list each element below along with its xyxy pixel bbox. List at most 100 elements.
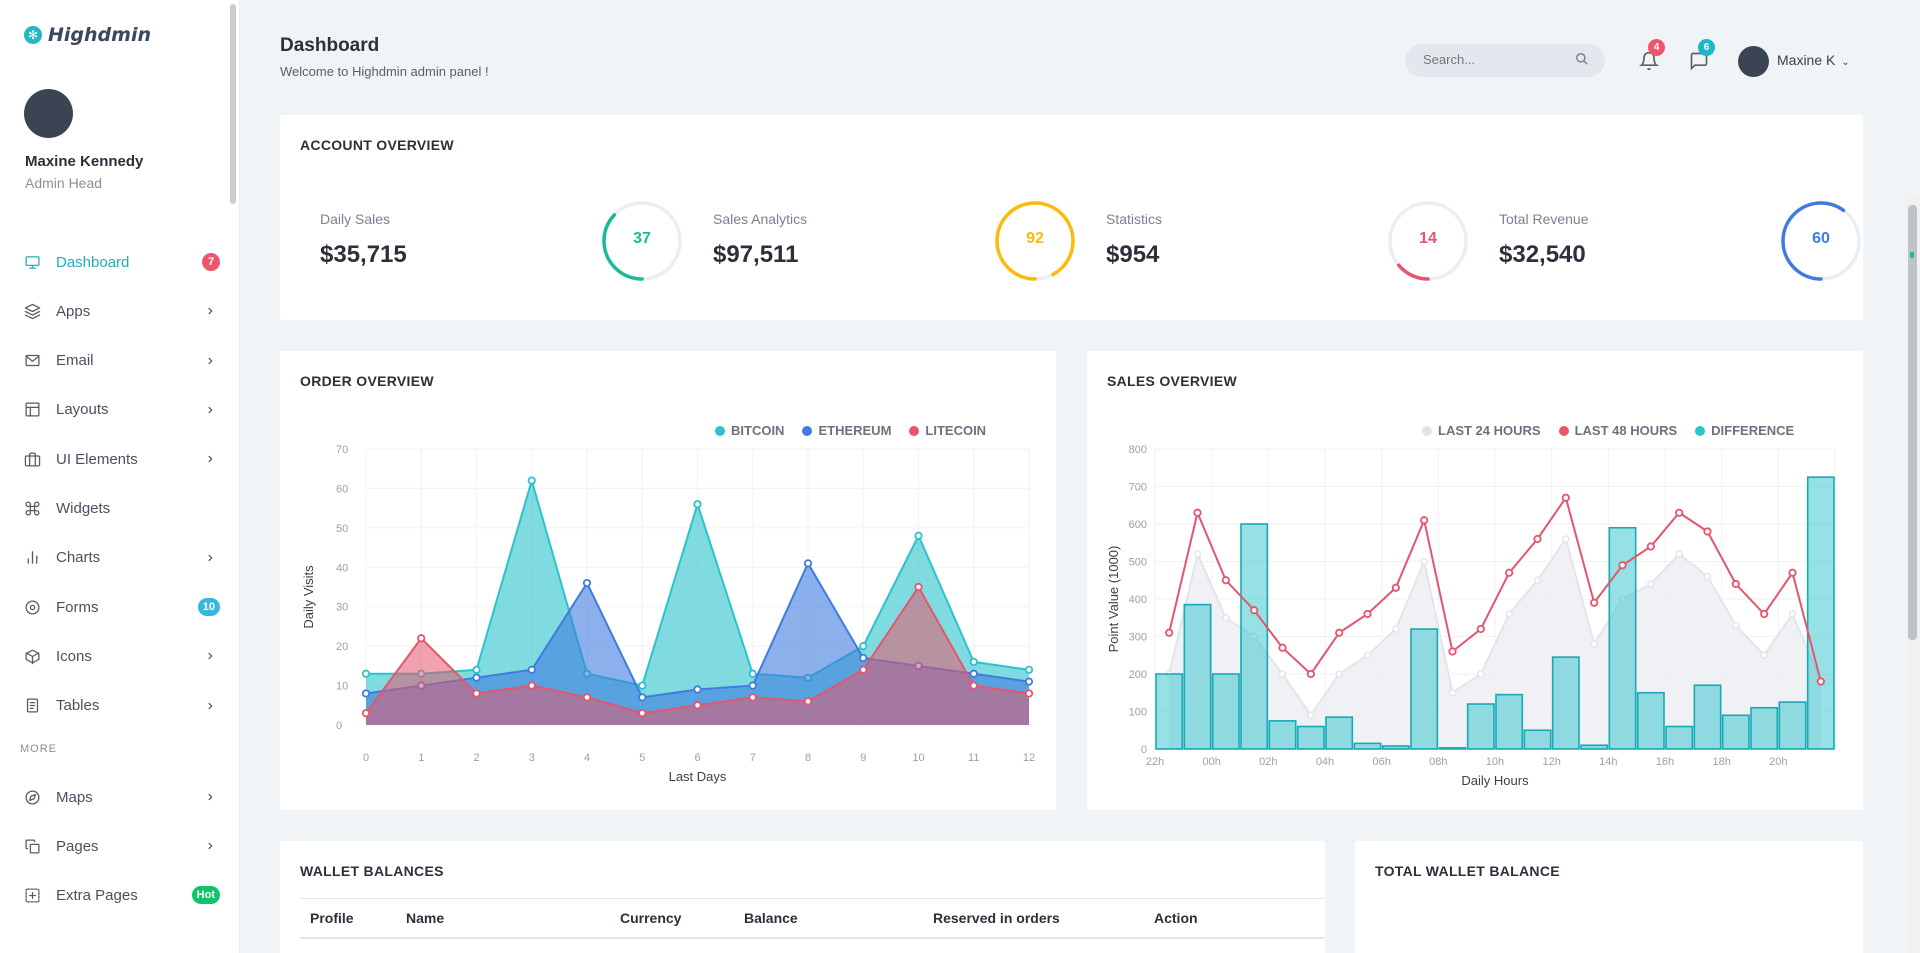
bar[interactable] <box>1636 691 1665 750</box>
data-point[interactable] <box>914 582 923 592</box>
data-point[interactable] <box>1703 527 1712 536</box>
data-point[interactable] <box>1477 670 1485 678</box>
data-point[interactable] <box>1788 610 1797 618</box>
data-point[interactable] <box>472 665 481 674</box>
data-point[interactable] <box>803 559 813 568</box>
data-point[interactable] <box>969 681 978 690</box>
legend-item-ethereum[interactable]: ETHEREUM <box>802 423 891 438</box>
bar[interactable] <box>1410 628 1439 750</box>
data-point[interactable] <box>527 681 536 690</box>
data-point[interactable] <box>1675 508 1684 517</box>
bar[interactable] <box>1665 725 1694 750</box>
data-point[interactable] <box>1562 535 1570 543</box>
data-point[interactable] <box>803 697 813 706</box>
data-point[interactable] <box>1024 665 1034 674</box>
data-point[interactable] <box>1505 610 1513 618</box>
data-point[interactable] <box>1788 568 1797 577</box>
bar[interactable] <box>1750 706 1779 750</box>
data-point[interactable] <box>638 709 647 718</box>
data-point[interactable] <box>1363 651 1372 659</box>
sidebar-user-name[interactable]: Maxine Kennedy <box>25 153 144 170</box>
bar[interactable] <box>1268 720 1297 750</box>
bar[interactable] <box>1211 673 1240 750</box>
data-point[interactable] <box>1618 561 1627 570</box>
data-point[interactable] <box>1278 643 1287 652</box>
bar[interactable] <box>1721 714 1750 750</box>
data-point[interactable] <box>1306 669 1315 679</box>
data-point[interactable] <box>859 665 868 674</box>
data-point[interactable] <box>1448 689 1457 697</box>
bar[interactable] <box>1778 701 1807 750</box>
bar[interactable] <box>1381 745 1410 750</box>
sidebar-scrollbar[interactable] <box>230 4 236 204</box>
sidebar-item-pages[interactable]: Pages <box>0 826 239 866</box>
data-point[interactable] <box>472 689 481 698</box>
data-point[interactable] <box>1193 550 1202 558</box>
sidebar-item-dashboard[interactable]: Dashboard 7 <box>0 242 239 282</box>
data-point[interactable] <box>1816 677 1825 686</box>
sidebar-item-layouts[interactable]: Layouts <box>0 390 239 430</box>
data-point[interactable] <box>1221 576 1230 585</box>
bar[interactable] <box>1495 693 1524 750</box>
data-point[interactable] <box>748 669 757 678</box>
bar[interactable] <box>1325 716 1354 750</box>
data-point[interactable] <box>1391 583 1400 592</box>
data-point[interactable] <box>748 693 757 702</box>
data-point[interactable] <box>361 669 371 678</box>
app-logo[interactable]: ✻ Highdmin <box>24 24 151 46</box>
header-user-menu[interactable]: Maxine K ⌄ <box>1777 52 1850 68</box>
sidebar-item-widgets[interactable]: Widgets <box>0 489 239 529</box>
column-header-currency[interactable]: Currency <box>610 898 734 939</box>
data-point[interactable] <box>1278 670 1287 678</box>
column-header-name[interactable]: Name <box>396 898 610 939</box>
data-point[interactable] <box>1024 677 1034 686</box>
sidebar-item-forms[interactable]: Forms 10 <box>0 587 239 627</box>
data-point[interactable] <box>1448 647 1457 656</box>
data-point[interactable] <box>1703 572 1712 581</box>
data-point[interactable] <box>1335 628 1344 637</box>
data-point[interactable] <box>693 701 702 710</box>
data-point[interactable] <box>472 673 481 682</box>
data-point[interactable] <box>1363 609 1372 619</box>
data-point[interactable] <box>638 681 647 690</box>
data-point[interactable] <box>1760 609 1769 619</box>
bar[interactable] <box>1353 742 1382 750</box>
data-point[interactable] <box>1646 542 1655 551</box>
data-point[interactable] <box>527 665 536 674</box>
data-point[interactable] <box>1732 621 1740 629</box>
data-point[interactable] <box>1165 628 1174 637</box>
bar[interactable] <box>1580 744 1609 750</box>
data-point[interactable] <box>1760 651 1768 659</box>
data-point[interactable] <box>1590 640 1598 648</box>
data-point[interactable] <box>1024 689 1034 698</box>
data-point[interactable] <box>1533 576 1542 584</box>
sidebar-item-apps[interactable]: Apps <box>0 291 239 331</box>
column-header-action[interactable]: Action <box>1144 898 1324 939</box>
data-point[interactable] <box>1561 493 1570 502</box>
sidebar-item-email[interactable]: Email <box>0 341 239 381</box>
data-point[interactable] <box>1590 598 1599 607</box>
data-point[interactable] <box>969 657 978 667</box>
bar[interactable] <box>1466 703 1495 750</box>
data-point[interactable] <box>1193 508 1202 517</box>
data-point[interactable] <box>527 476 536 485</box>
data-point[interactable] <box>1250 606 1259 615</box>
sidebar-item-tables[interactable]: Tables <box>0 686 239 726</box>
user-avatar[interactable] <box>24 89 73 138</box>
data-point[interactable] <box>859 642 868 651</box>
data-point[interactable] <box>1533 534 1542 544</box>
sidebar-item-maps[interactable]: Maps <box>0 777 239 817</box>
data-point[interactable] <box>969 669 978 678</box>
bar[interactable] <box>1183 603 1212 750</box>
bar[interactable] <box>1155 673 1184 750</box>
data-point[interactable] <box>1505 568 1514 577</box>
data-point[interactable] <box>582 693 592 702</box>
sidebar-item-extra-pages[interactable]: Extra Pages Hot <box>0 875 239 915</box>
data-point[interactable] <box>1675 550 1683 558</box>
data-point[interactable] <box>1392 625 1400 633</box>
data-point[interactable] <box>1335 670 1343 678</box>
data-point[interactable] <box>361 689 371 698</box>
data-point[interactable] <box>748 681 757 690</box>
data-point[interactable] <box>1222 614 1230 622</box>
legend-item-litecoin[interactable]: LITECOIN <box>909 423 986 438</box>
